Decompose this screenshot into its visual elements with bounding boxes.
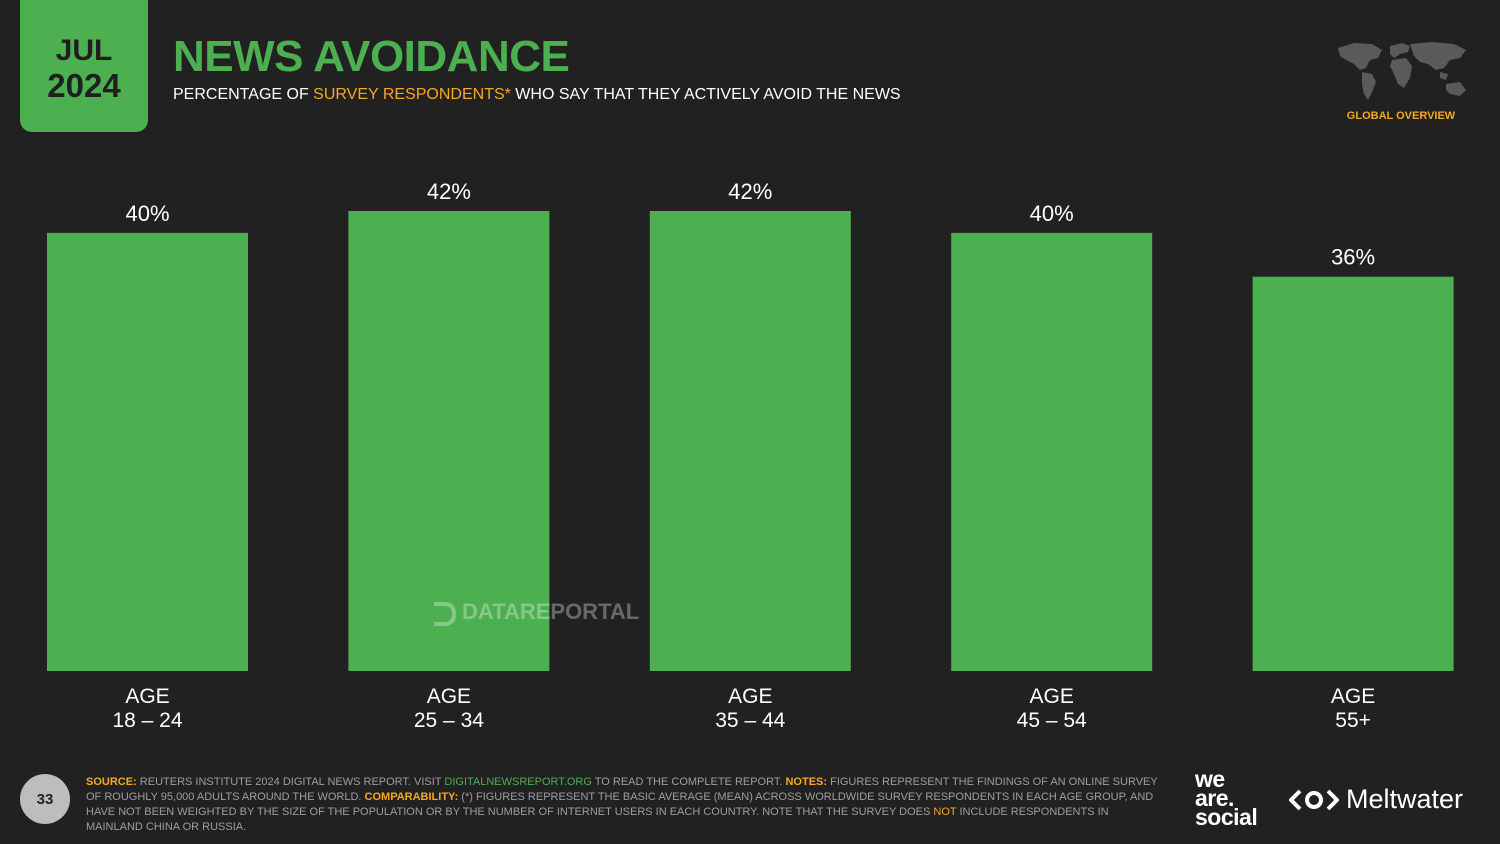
not-word: NOT <box>933 806 957 818</box>
brand-line-3: social <box>1195 804 1258 830</box>
bar-4 <box>1252 276 1454 671</box>
brand-line-2: are. <box>1195 785 1234 811</box>
value-label-2: 42% <box>728 179 772 204</box>
source-link[interactable]: DIGITALNEWSREPORT.ORG <box>444 776 592 788</box>
category-label-line1-4: AGE <box>1331 685 1375 708</box>
datareportal-logo-icon <box>434 602 457 626</box>
category-label-line1-2: AGE <box>728 685 772 708</box>
bar-1 <box>348 211 550 671</box>
watermark-text: DATAREPORTAL <box>462 599 640 624</box>
value-label-3: 40% <box>1030 201 1074 226</box>
footnote: SOURCE: REUTERS INSTITUTE 2024 DIGITAL N… <box>86 775 1166 835</box>
bar-3 <box>951 232 1153 671</box>
notes-label: NOTES: <box>785 776 828 788</box>
category-label-line2-4: 55+ <box>1335 709 1371 732</box>
brand-line-1: we <box>1195 766 1225 792</box>
value-label-1: 42% <box>427 179 471 204</box>
page-title: NEWS AVOIDANCE <box>173 32 570 81</box>
subtitle-pre: PERCENTAGE OF <box>173 86 314 103</box>
category-label-line2-1: 25 – 34 <box>414 709 484 732</box>
date-badge: JUL 2024 <box>20 0 148 132</box>
watermark: DATAREPORTAL <box>430 598 639 626</box>
notes-text: FIGURES REPRESENT THE FINDINGS OF AN ONL… <box>86 776 1158 803</box>
category-label-line1-0: AGE <box>125 685 169 708</box>
date-month: JUL <box>55 34 113 67</box>
category-label-line1-1: AGE <box>427 685 471 708</box>
world-map-icon <box>1338 42 1466 100</box>
meltwater-mark-icon <box>1289 789 1339 810</box>
date-year: 2024 <box>47 67 121 104</box>
comparability-text: (*) FIGURES REPRESENT THE BASIC AVERAGE … <box>86 791 1154 818</box>
comparability-tail: INCLUDE RESPONDENTS IN MAINLAND CHINA OR… <box>86 806 1109 833</box>
source-label: SOURCE: <box>86 776 137 788</box>
subtitle-accent: SURVEY RESPONDENTS* <box>313 86 511 103</box>
source-text-2: TO READ THE COMPLETE REPORT. <box>591 776 786 788</box>
meltwater-logo: Meltwater <box>1288 784 1463 815</box>
we-are-social-logo: we are. social <box>1195 766 1258 830</box>
meltwater-text: Meltwater <box>1346 784 1464 814</box>
category-label-line1-3: AGE <box>1030 685 1074 708</box>
subtitle-post: WHO SAY THAT THEY ACTIVELY AVOID THE NEW… <box>510 86 901 103</box>
value-label-0: 40% <box>125 201 169 226</box>
comparability-label: COMPARABILITY: <box>364 791 459 803</box>
bar-2 <box>649 211 851 671</box>
page-number: 33 <box>20 774 70 824</box>
page-subtitle: PERCENTAGE OF SURVEY RESPONDENTS* WHO SA… <box>173 86 901 104</box>
value-label-4: 36% <box>1331 245 1375 270</box>
category-label-line2-0: 18 – 24 <box>112 709 182 732</box>
source-text: REUTERS INSTITUTE 2024 DIGITAL NEWS REPO… <box>136 776 445 788</box>
category-label-line2-3: 45 – 54 <box>1017 709 1087 732</box>
region-label: GLOBAL OVERVIEW <box>1346 110 1456 122</box>
category-label-line2-2: 35 – 44 <box>715 709 785 732</box>
bar-0 <box>47 232 248 671</box>
